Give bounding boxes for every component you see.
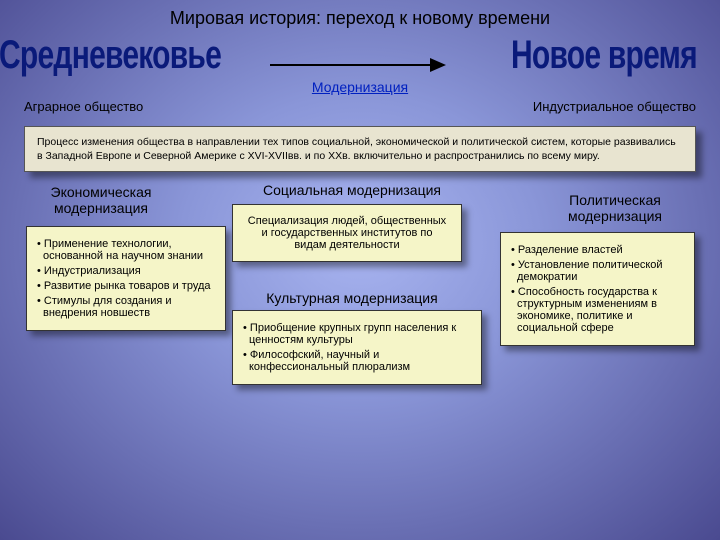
political-card: Разделение властей Установление политиче… bbox=[500, 232, 695, 346]
list-item: Способность государства к структурным из… bbox=[517, 286, 684, 334]
definition-box: Процесс изменения общества в направлении… bbox=[24, 126, 696, 172]
economic-heading: Экономическая модернизация bbox=[26, 184, 176, 216]
list-item: Разделение властей bbox=[517, 244, 684, 256]
arrow-icon bbox=[270, 53, 460, 77]
social-heading: Социальная модернизация bbox=[252, 182, 452, 198]
list-item: Приобщение крупных групп населения к цен… bbox=[249, 322, 471, 346]
cultural-card: Приобщение крупных групп населения к цен… bbox=[232, 310, 482, 385]
page-title: Мировая история: переход к новому времен… bbox=[0, 0, 720, 29]
economic-card: Применение технологии, основанной на нау… bbox=[26, 226, 226, 331]
list-item: Установление политической демократии bbox=[517, 259, 684, 283]
list-item: Стимулы для создания и внедрения новшест… bbox=[43, 295, 215, 319]
list-item: Развитие рынка товаров и труда bbox=[43, 280, 215, 292]
society-row: Аграрное общество Индустриальное обществ… bbox=[0, 95, 720, 122]
society-right-label: Индустриальное общество bbox=[533, 99, 696, 114]
modernization-grid: Экономическая модернизация Применение те… bbox=[0, 182, 720, 462]
era-left-label: Средневековье bbox=[0, 33, 221, 78]
list-item: Применение технологии, основанной на нау… bbox=[43, 238, 215, 262]
era-right-label: Новое время bbox=[511, 33, 697, 78]
political-heading: Политическая модернизация bbox=[540, 192, 690, 224]
society-left-label: Аграрное общество bbox=[24, 99, 143, 114]
list-item: Философский, научный и конфессиональный … bbox=[249, 349, 471, 373]
social-card: Специализация людей, общественных и госу… bbox=[232, 204, 462, 262]
era-row: Средневековье Новое время bbox=[0, 33, 720, 83]
cultural-heading: Культурная модернизация bbox=[252, 290, 452, 306]
list-item: Индустриализация bbox=[43, 265, 215, 277]
